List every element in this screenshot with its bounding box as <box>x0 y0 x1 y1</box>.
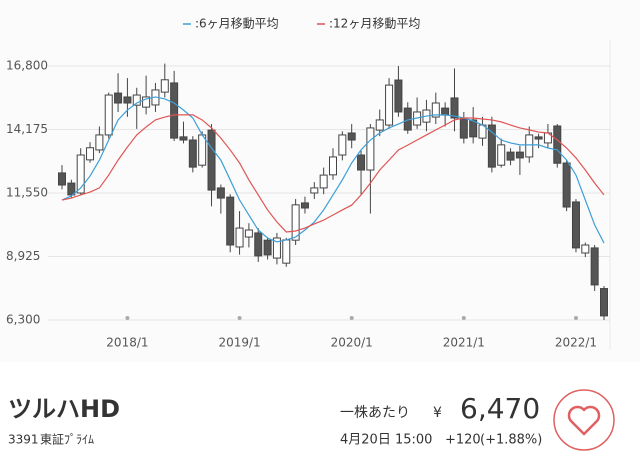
candle-body <box>244 229 253 238</box>
candle-body <box>590 247 599 286</box>
candle-body <box>310 187 319 194</box>
candle-body <box>357 154 366 171</box>
candle-body <box>487 124 496 168</box>
candle-body <box>534 136 543 140</box>
candle-body <box>600 288 608 317</box>
candle-body <box>300 202 309 209</box>
candle-body <box>329 156 337 176</box>
change-pct: (+1.88%) <box>480 433 542 448</box>
favorite-button[interactable] <box>553 389 615 451</box>
candle-body <box>441 107 450 116</box>
candle-body <box>515 151 524 159</box>
candle-body <box>235 227 244 248</box>
ma-line <box>61 96 605 244</box>
candle-body <box>95 134 104 151</box>
candle-body <box>431 102 440 118</box>
candle-body <box>76 154 85 194</box>
candle-body <box>375 119 384 131</box>
y-tick-label: 14,175 <box>6 122 48 136</box>
candle-body <box>263 239 272 256</box>
candle-body <box>385 84 394 126</box>
candle-body <box>123 96 132 104</box>
ma-line <box>61 114 605 233</box>
candle-body <box>319 174 328 189</box>
candle-body <box>179 136 188 141</box>
favorite-circle[interactable] <box>553 389 615 451</box>
candle-body <box>86 147 95 161</box>
candle-body <box>114 92 123 104</box>
legend-label: :6ヶ月移動平均 <box>195 17 279 31</box>
candle-body <box>338 134 347 156</box>
stock-code: 3391 <box>8 433 39 447</box>
price: 6,470 <box>460 392 540 425</box>
x-tick-label: 2021/1 <box>443 336 485 350</box>
candle-body <box>347 132 356 141</box>
candle-body <box>170 82 179 139</box>
candle-body <box>198 134 207 166</box>
x-tick-dot <box>349 316 354 320</box>
x-tick-label: 2018/1 <box>106 336 148 350</box>
candle-body <box>506 151 515 161</box>
candle-body <box>188 139 197 168</box>
candle-body <box>207 129 216 191</box>
x-tick-dot <box>125 316 130 320</box>
candle-body <box>450 97 459 119</box>
x-tick-dot <box>573 316 578 320</box>
candle-body <box>58 172 66 186</box>
currency: ¥ <box>433 405 442 421</box>
heart-icon[interactable] <box>567 405 601 436</box>
y-tick-label: 8,925 <box>6 249 40 263</box>
candle-body <box>497 144 506 166</box>
x-tick-dot <box>461 316 466 320</box>
candle-body <box>459 117 468 139</box>
legend-label: :12ヶ月移動平均 <box>329 17 420 31</box>
x-tick-label: 2022/1 <box>555 336 597 350</box>
x-tick-label: 2020/1 <box>331 336 373 350</box>
x-tick-dot <box>237 316 242 320</box>
stock-market: 東証ﾌﾟﾗｲﾑ <box>40 433 94 447</box>
candle-body <box>216 187 225 199</box>
y-tick-label: 16,800 <box>6 59 48 73</box>
candle-body <box>366 127 375 171</box>
candle-body <box>581 244 590 254</box>
change: +120 <box>445 433 481 448</box>
candle-body <box>142 96 151 108</box>
x-tick-label: 2019/1 <box>218 336 260 350</box>
candle-body <box>553 125 562 164</box>
stock-name: ツルハHD <box>8 395 120 423</box>
candle-body <box>254 232 263 257</box>
candle-body <box>272 237 281 259</box>
candle-body <box>571 201 580 249</box>
candle-body <box>226 196 235 246</box>
candle-body <box>67 182 76 196</box>
per-share-label: 一株あたり <box>340 405 410 421</box>
candle-body <box>160 79 169 93</box>
candle-body <box>394 79 403 113</box>
candle-body <box>291 204 300 241</box>
candle-body <box>282 239 291 264</box>
candle-body <box>132 94 141 106</box>
time: 4月20日 15:00 <box>340 433 432 448</box>
y-tick-label: 6,300 <box>6 313 40 327</box>
candle-body <box>104 94 113 136</box>
candle-body <box>469 119 478 138</box>
candle-body <box>562 162 571 208</box>
y-tick-label: 11,550 <box>6 186 48 200</box>
candle-body <box>525 134 534 158</box>
